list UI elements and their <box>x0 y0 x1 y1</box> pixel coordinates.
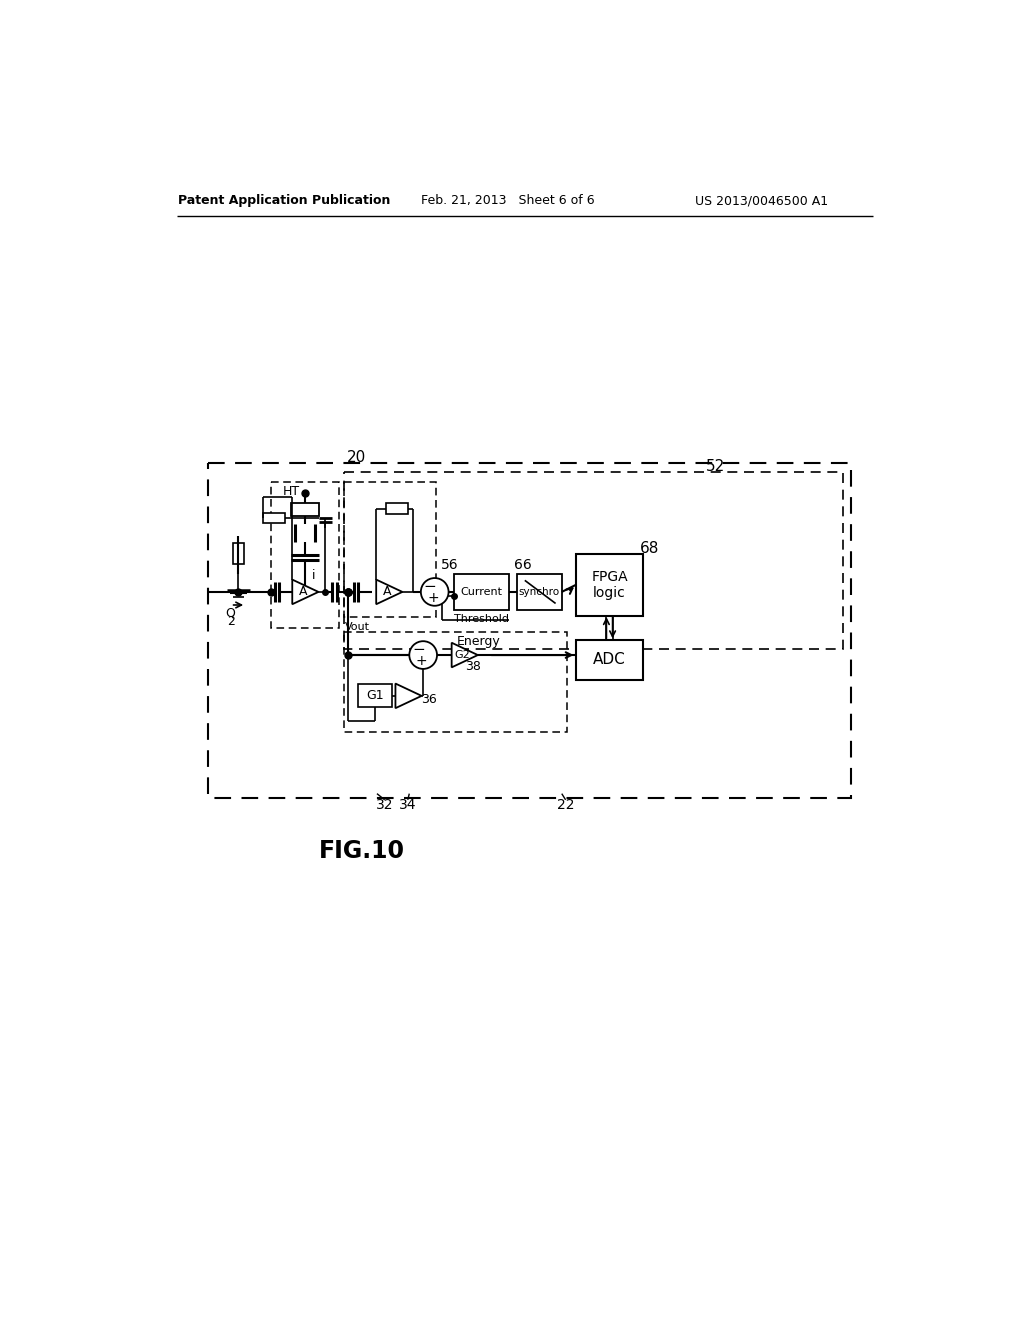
Bar <box>208 462 851 797</box>
Bar <box>517 574 562 610</box>
Bar <box>386 503 408 515</box>
Text: 32: 32 <box>376 799 393 812</box>
Text: 36: 36 <box>421 693 436 706</box>
Bar <box>357 684 392 708</box>
Text: 68: 68 <box>640 540 659 556</box>
Text: FIG.10: FIG.10 <box>318 840 404 863</box>
Text: +: + <box>416 655 427 668</box>
Text: −: − <box>413 642 425 657</box>
Text: HT: HT <box>283 484 299 498</box>
Text: 22: 22 <box>557 799 574 812</box>
Bar <box>575 554 643 615</box>
Bar <box>271 482 339 628</box>
Polygon shape <box>395 684 422 708</box>
Text: synchro: synchro <box>519 587 560 597</box>
Text: A: A <box>383 585 391 598</box>
Text: Patent Application Publication: Patent Application Publication <box>178 194 391 207</box>
Circle shape <box>410 642 437 669</box>
Text: 52: 52 <box>707 459 725 474</box>
Text: Vout: Vout <box>345 622 370 631</box>
Bar <box>344 471 843 649</box>
Text: 20: 20 <box>346 450 366 465</box>
Polygon shape <box>292 579 318 605</box>
Text: A: A <box>299 585 307 598</box>
Text: i: i <box>311 569 315 582</box>
Bar <box>292 503 319 516</box>
Polygon shape <box>376 579 402 605</box>
Text: Feb. 21, 2013   Sheet 6 of 6: Feb. 21, 2013 Sheet 6 of 6 <box>421 194 595 207</box>
Text: FPGA
logic: FPGA logic <box>591 570 628 601</box>
Text: Current: Current <box>461 587 503 597</box>
Text: US 2013/0046500 A1: US 2013/0046500 A1 <box>695 194 828 207</box>
Polygon shape <box>452 643 478 668</box>
Text: Threshold: Threshold <box>455 614 509 624</box>
Text: G2: G2 <box>455 649 470 660</box>
Bar <box>263 512 285 523</box>
Text: 66: 66 <box>514 558 532 572</box>
Text: Q: Q <box>225 606 236 619</box>
Text: ADC: ADC <box>593 652 626 667</box>
Text: Energy: Energy <box>457 635 501 648</box>
Text: +: + <box>427 591 439 605</box>
Circle shape <box>421 578 449 606</box>
Text: 2: 2 <box>226 615 234 628</box>
Text: −: − <box>424 579 436 594</box>
Text: 56: 56 <box>441 558 459 572</box>
Text: 38: 38 <box>465 660 481 673</box>
Bar <box>233 543 244 564</box>
Bar <box>344 632 567 733</box>
Bar <box>575 640 643 680</box>
Text: G1: G1 <box>367 689 384 702</box>
Text: 34: 34 <box>399 799 417 812</box>
Bar <box>454 574 509 610</box>
Bar <box>344 482 436 616</box>
